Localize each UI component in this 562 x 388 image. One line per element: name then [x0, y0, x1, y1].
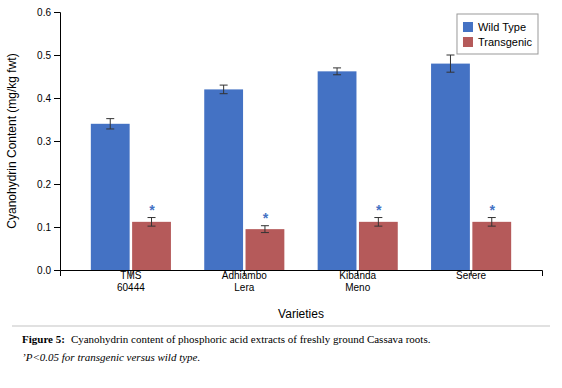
y-tick-mark [54, 227, 60, 228]
y-tick: 0.5 [37, 50, 60, 61]
legend-swatch [463, 37, 473, 47]
y-axis-line [54, 13, 61, 271]
bar [431, 64, 470, 270]
error-bar-line [151, 218, 152, 227]
y-tick-label: 0.3 [37, 136, 51, 147]
caption-note: ’P<0.05 for transgenic versus wild type. [22, 351, 200, 363]
error-bar-cap [261, 232, 269, 233]
caption-separator [12, 326, 550, 327]
y-tick: 0.2 [37, 179, 60, 190]
y-tick-label: 0.1 [37, 222, 51, 233]
error-bar-cap [106, 128, 114, 129]
error-bar-line [337, 68, 338, 75]
error-bar [333, 68, 341, 75]
error-bar-line [264, 226, 265, 233]
x-tick-label: Serere [456, 270, 486, 281]
error-bar [446, 55, 454, 72]
legend-label: Wild Type [478, 21, 526, 33]
error-bar-line [378, 218, 379, 227]
marks [91, 55, 511, 270]
legend-label: Transgenic [478, 36, 533, 48]
y-tick: 0.6 [37, 7, 60, 18]
error-bar [148, 218, 156, 227]
error-bar [261, 226, 269, 233]
legend: Wild Type Transgenic [457, 14, 538, 54]
y-tick-label: 0.2 [37, 179, 51, 190]
x-tick: Serere [456, 270, 486, 281]
error-bar [220, 85, 228, 94]
error-bar-cap [220, 93, 228, 94]
error-bar-cap [333, 67, 341, 68]
annotation: * [149, 202, 155, 218]
y-axis: 0.0 0.1 0.2 0.3 0.4 0.5 0.6 [37, 7, 60, 276]
y-axis-title: Cyanohydrin Content (mg/kg fwt) [5, 53, 19, 228]
bar [91, 124, 130, 270]
y-tick-label: 0.4 [37, 93, 51, 104]
y-tick-label: 0.6 [37, 7, 51, 18]
error-bar-cap [148, 226, 156, 227]
error-bar [106, 119, 114, 129]
x-tick-label: TMS60444 [117, 270, 145, 293]
x-tick: AdhiamboLera [222, 270, 267, 293]
bar [359, 222, 398, 270]
y-tick: 0.4 [37, 93, 60, 104]
error-bar-cap [446, 72, 454, 73]
x-tick: KibandaMeno [339, 270, 376, 293]
caption-text: Cyanohydrin content of phosphoric acid e… [71, 333, 431, 345]
y-tick-mark [54, 270, 60, 271]
legend-swatch [463, 22, 473, 32]
error-bar-cap [106, 118, 114, 119]
bar [318, 71, 357, 270]
error-bar-line [450, 55, 451, 72]
y-tick-mark [54, 12, 60, 13]
bar [132, 222, 171, 270]
error-bar-cap [220, 85, 228, 86]
y-tick: 0.1 [37, 222, 60, 233]
caption-label: Figure 5: [22, 333, 65, 345]
y-tick: 0.0 [37, 265, 60, 276]
x-tick-label: AdhiamboLera [222, 270, 267, 293]
error-bar-line [491, 218, 492, 227]
x-tick-label: KibandaMeno [339, 270, 376, 293]
plot: 0.0 0.1 0.2 0.3 0.4 0.5 0.6 TMS60444 AdhiamboLer… [37, 7, 542, 293]
y-tick-label: 0.0 [37, 265, 51, 276]
error-bar-cap [374, 226, 382, 227]
bar [472, 222, 511, 270]
annotation: * [262, 210, 268, 226]
error-bar-cap [446, 55, 454, 56]
legend-frame [457, 14, 538, 54]
y-tick-mark [54, 141, 60, 142]
series [132, 218, 511, 270]
x-tick: TMS60444 [117, 270, 145, 293]
chart: 0.0 0.1 0.2 0.3 0.4 0.5 0.6 TMS60444 AdhiamboLer… [0, 0, 562, 388]
y-tick-mark [54, 98, 60, 99]
annotation: * [489, 202, 495, 218]
x-axis-title: Varieties [278, 307, 324, 321]
error-bar-cap [333, 74, 341, 75]
y-tick-mark [54, 55, 60, 56]
error-bar [488, 218, 496, 227]
x-axis: TMS60444 AdhiamboLera KibandaMeno Serere [61, 270, 543, 293]
y-tick-label: 0.5 [37, 50, 51, 61]
y-tick: 0.3 [37, 136, 60, 147]
error-bar [374, 218, 382, 227]
y-tick-mark [54, 184, 60, 185]
error-bar-line [223, 85, 224, 94]
error-bar-line [110, 119, 111, 129]
error-bar-cap [488, 226, 496, 227]
bar [204, 89, 243, 270]
series [91, 55, 470, 270]
annotation: * [376, 202, 382, 218]
bar [246, 229, 285, 270]
